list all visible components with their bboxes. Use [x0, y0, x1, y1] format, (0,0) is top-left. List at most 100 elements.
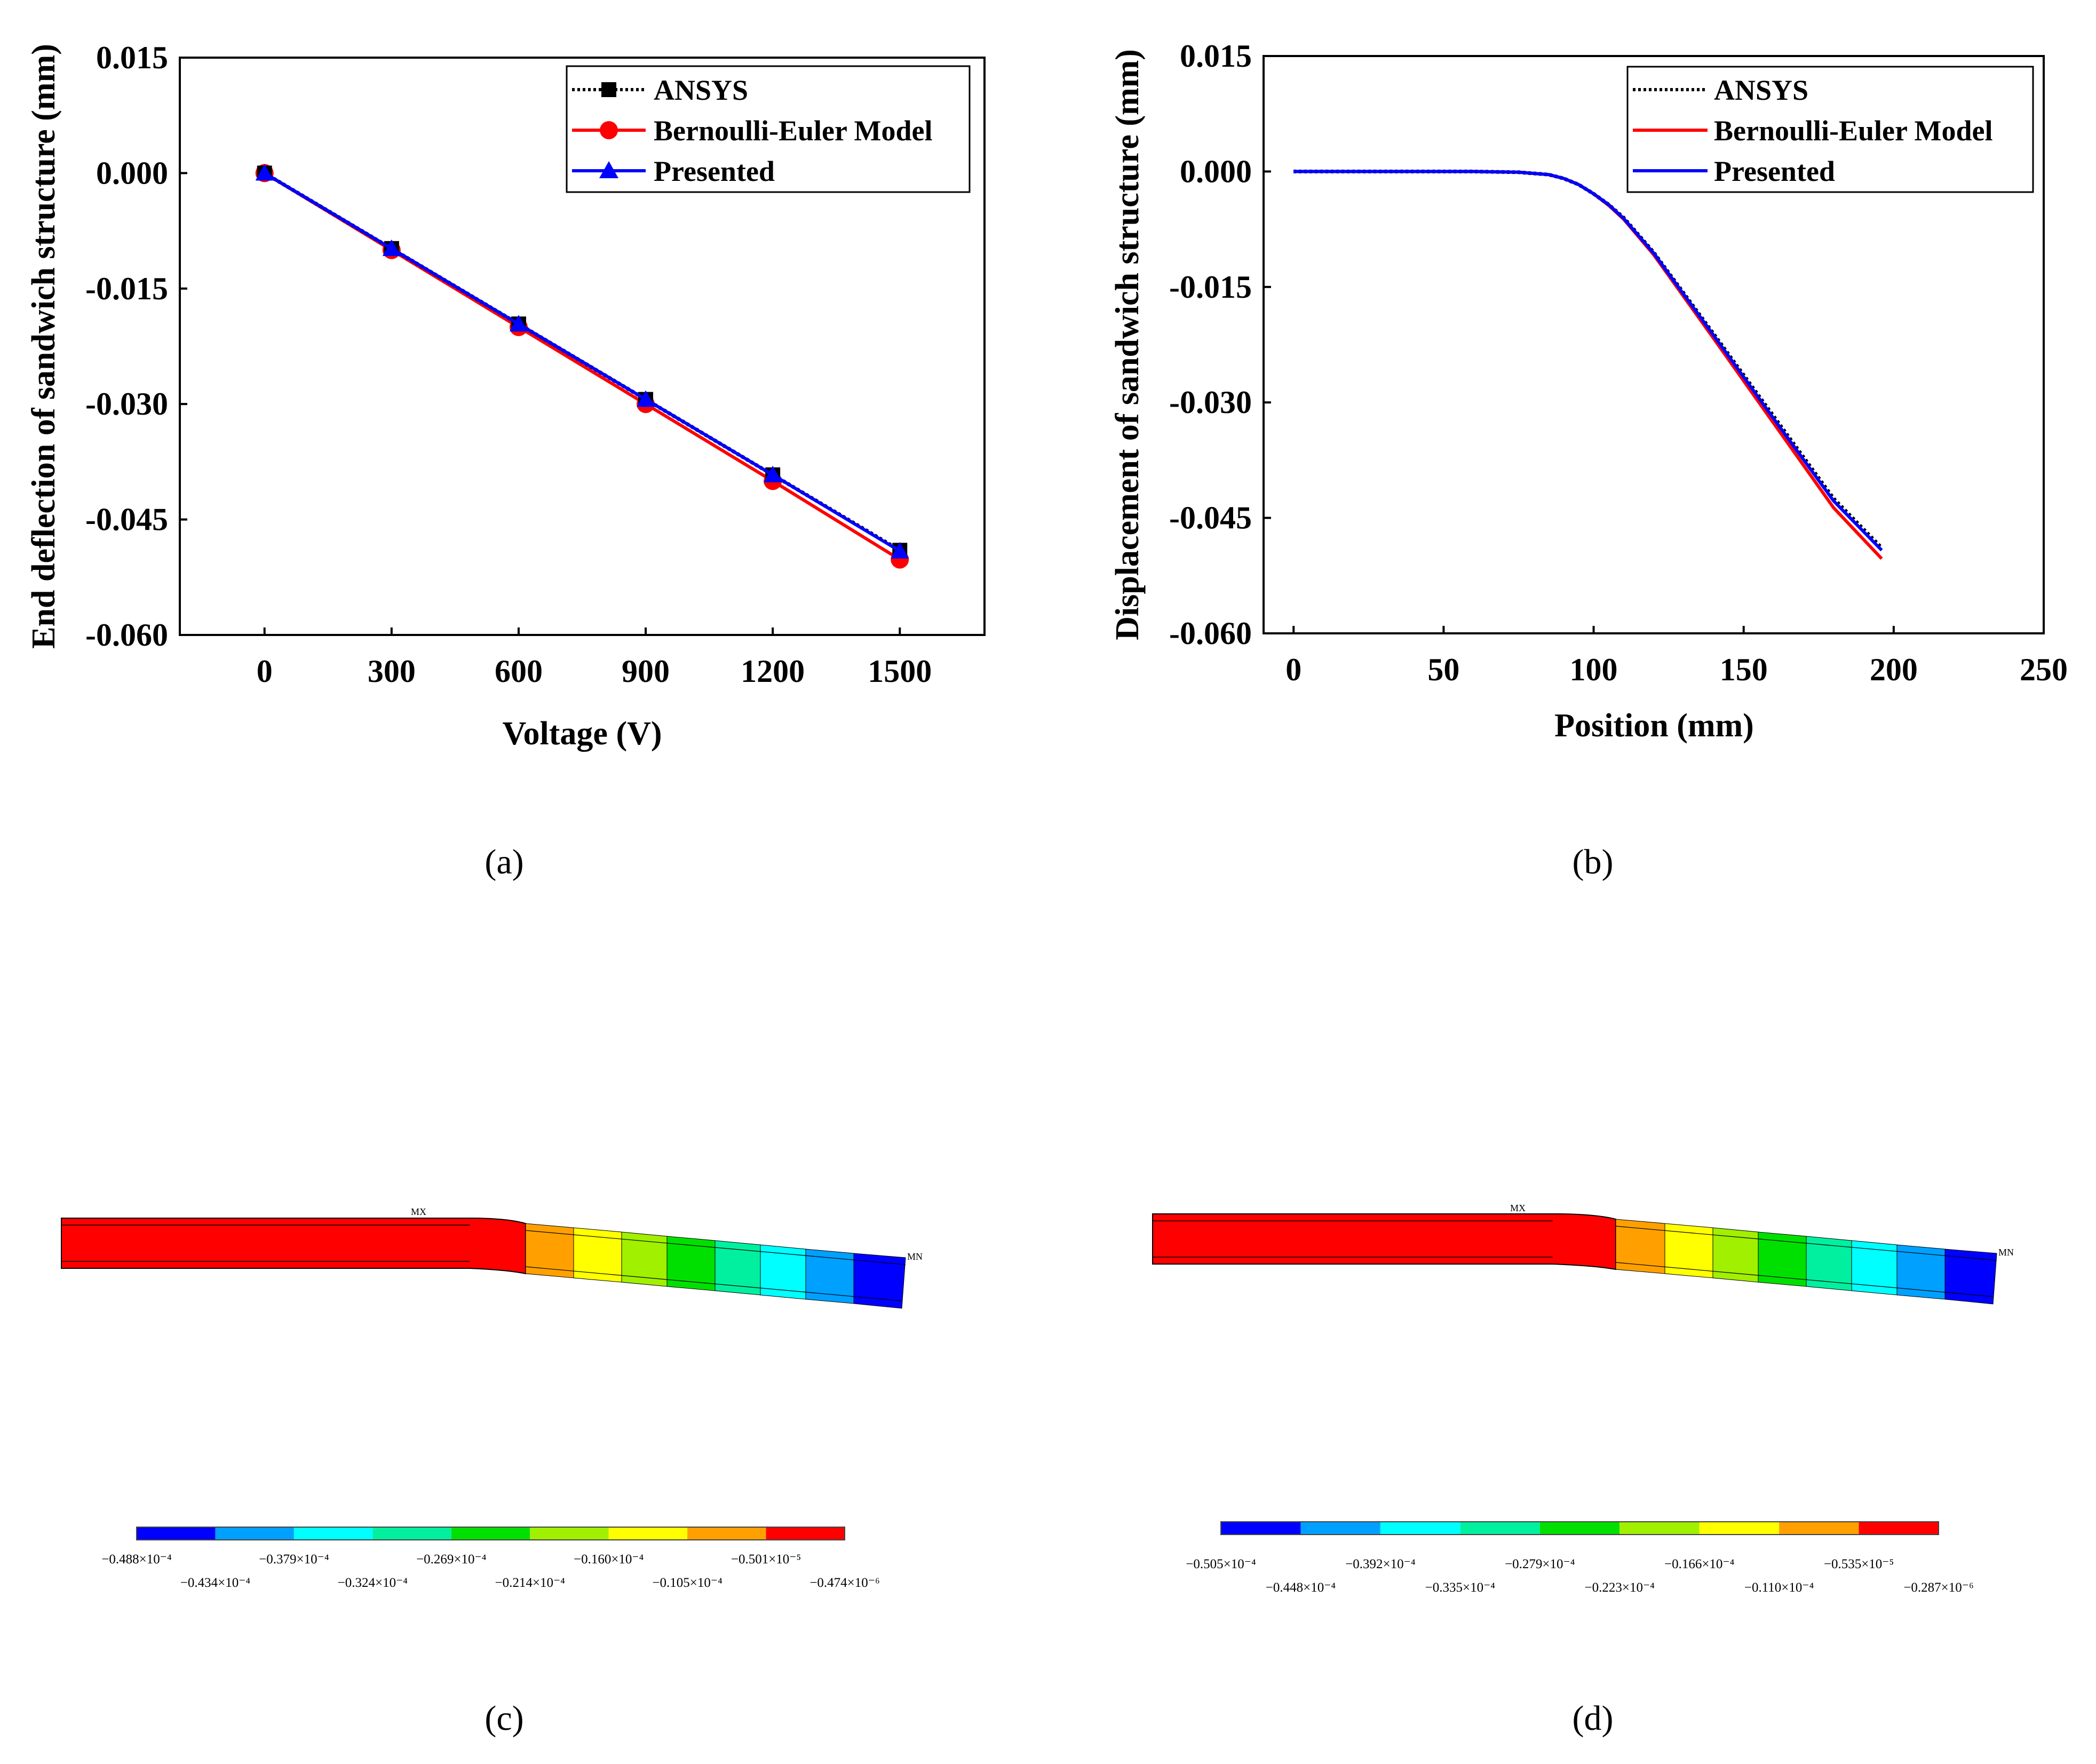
legend-presented-marker-a: [599, 161, 618, 178]
colorbar-d: [1220, 1521, 1939, 1535]
legend-be-label-a: Bernoulli-Euler Model: [654, 115, 933, 147]
legend-b: ANSYS Bernoulli-Euler Model Presented: [1626, 66, 2034, 193]
y-axis-label-a: End deflection of sandwich structure (mm…: [26, 44, 62, 649]
colorbar-segment: [1539, 1522, 1620, 1535]
y-tick-label: -0.030: [85, 386, 168, 422]
min-tag-c: MN: [907, 1251, 923, 1262]
y-tick-label: -0.060: [1169, 616, 1252, 651]
data-point-presented: [382, 239, 401, 256]
colorbar-label: −0.535×10⁻⁵: [1824, 1557, 1894, 1571]
legend-be-marker-a: [600, 121, 618, 139]
plot-frame-a: [179, 57, 986, 636]
y-tick-label: 0.000: [1180, 154, 1252, 189]
colorbar-label: −0.505×10⁻⁴: [1186, 1557, 1256, 1571]
y-tick-label: -0.060: [85, 617, 168, 653]
x-tick-label: 100: [1570, 652, 1618, 687]
x-tick-label: 1200: [741, 654, 805, 689]
colorbar-label: −0.335×10⁻⁴: [1425, 1580, 1496, 1595]
colorbar-c: [136, 1527, 845, 1540]
colorbar-label: −0.392×10⁻⁴: [1345, 1557, 1416, 1571]
y-tick-label: 0.000: [96, 155, 168, 190]
colorbar-segment: [1619, 1522, 1700, 1535]
beam-c-band-5: [714, 1240, 761, 1296]
panel-a: 0.015 0.000 -0.015 -0.030 -0.045 -0.060 0 300 6…: [26, 40, 986, 752]
beam-c-fixed-segment: [61, 1218, 526, 1275]
min-tag-d: MN: [1998, 1247, 2014, 1258]
colorbar-label: −0.279×10⁻⁴: [1505, 1557, 1575, 1571]
panel-b: 0.015 0.000 -0.015 -0.030 -0.045 -0.060 0 50 10…: [1109, 38, 2068, 744]
beam-c-band-3: [621, 1231, 668, 1287]
colorbar-label: −0.160×10⁻⁴: [574, 1552, 644, 1567]
x-tick-label: 200: [1870, 652, 1918, 687]
beam-d-layer-line: [1615, 1262, 1994, 1297]
beam-c-band-6: [760, 1244, 806, 1300]
legend-be-label-b: Bernoulli-Euler Model: [1714, 115, 1993, 147]
colorbar-segment: [293, 1527, 373, 1540]
beam-c-band-8: [853, 1253, 906, 1309]
x-tick-label: 600: [495, 654, 543, 689]
colorbar-labels-d: −0.505×10⁻⁴ −0.392×10⁻⁴ −0.279×10⁻⁴ −0.166×…: [1186, 1557, 1973, 1595]
y-tick-label: 0.015: [1180, 38, 1252, 74]
x-tick-label: 50: [1427, 652, 1459, 687]
beam-c-band-1: [525, 1223, 574, 1278]
caption-c: (c): [485, 1699, 523, 1738]
legend-a: ANSYS Bernoulli-Euler Model Presented: [566, 65, 971, 193]
y-axis-label-b: Displacement of sandwich structure (mm): [1109, 49, 1146, 640]
legend-ansys-label-a: ANSYS: [654, 74, 748, 106]
caption-a: (a): [485, 843, 523, 881]
data-point-presented: [637, 390, 655, 407]
x-axis-b: 0 50 100 150 200 250: [1285, 626, 2068, 687]
colorbar-label: −0.434×10⁻⁴: [180, 1576, 251, 1590]
beam-c-band-4: [666, 1236, 716, 1291]
colorbar-border: [136, 1527, 845, 1540]
y-tick-label: -0.045: [85, 502, 168, 537]
x-tick-label: 250: [2020, 652, 2068, 687]
panel-c: MX MN −0.488×10⁻⁴ −0.379×10⁻⁴ −0.269×10⁻⁴ −…: [61, 1206, 923, 1590]
colorbar-segment: [137, 1527, 216, 1540]
plot-frame-b: [1263, 55, 2045, 634]
y-axis-a: 0.015 0.000 -0.015 -0.030 -0.045 -0.060: [85, 40, 187, 653]
caption-d: (d): [1573, 1699, 1614, 1738]
beam-d-layer-line: [1615, 1226, 1997, 1261]
colorbar-segment: [372, 1527, 451, 1540]
colorbar-segment: [1221, 1522, 1301, 1535]
colorbar-label: −0.110×10⁻⁴: [1744, 1580, 1814, 1595]
colorbar-label: −0.287×10⁻⁶: [1903, 1580, 1973, 1595]
beam-d-band-8: [1944, 1249, 1997, 1305]
beam-c-layer-line: [525, 1230, 906, 1265]
x-tick-label: 150: [1720, 652, 1768, 687]
colorbar-labels-c: −0.488×10⁻⁴ −0.379×10⁻⁴ −0.269×10⁻⁴ −0.160×…: [101, 1552, 879, 1590]
y-tick-label: -0.015: [85, 271, 168, 306]
max-tag-d: MX: [1510, 1203, 1526, 1213]
legend-presented-label-b: Presented: [1714, 155, 1835, 187]
colorbar-label: −0.501×10⁻⁵: [731, 1552, 801, 1567]
legend-ansys-label-b: ANSYS: [1714, 74, 1808, 106]
series-line-presented: [1293, 170, 1883, 552]
colorbar-label: −0.488×10⁻⁴: [101, 1552, 172, 1567]
y-tick-label: -0.045: [1169, 500, 1252, 536]
beam-c-layer-line: [525, 1266, 902, 1301]
beam-c-band-7: [805, 1249, 854, 1304]
colorbar-segment: [766, 1527, 845, 1540]
x-axis-a: 0 300 600 900 1200 1500: [257, 627, 932, 689]
colorbar-segment: [215, 1527, 294, 1540]
colorbar-border: [1220, 1521, 1939, 1535]
colorbar-segment: [608, 1527, 688, 1540]
beam-c: MX MN: [61, 1206, 923, 1309]
colorbar-label: −0.166×10⁻⁴: [1664, 1557, 1735, 1571]
series-b: [1293, 169, 1883, 560]
colorbar-segment: [530, 1527, 609, 1540]
data-point-presented: [255, 164, 274, 181]
series-line-bernoulli-euler-model: [1293, 170, 1883, 560]
colorbar-segment: [1460, 1522, 1540, 1535]
series-line-ansys: [1293, 169, 1883, 550]
legend-presented-label-a: Presented: [654, 155, 775, 187]
beam-d-band-7: [1896, 1244, 1946, 1300]
beam-d-band-3: [1712, 1227, 1759, 1283]
colorbar-label: −0.474×10⁻⁶: [809, 1576, 879, 1590]
x-tick-label: 0: [257, 654, 273, 689]
colorbar-segment: [687, 1527, 766, 1540]
colorbar-segment: [1380, 1522, 1460, 1535]
data-point-presented: [509, 315, 528, 332]
